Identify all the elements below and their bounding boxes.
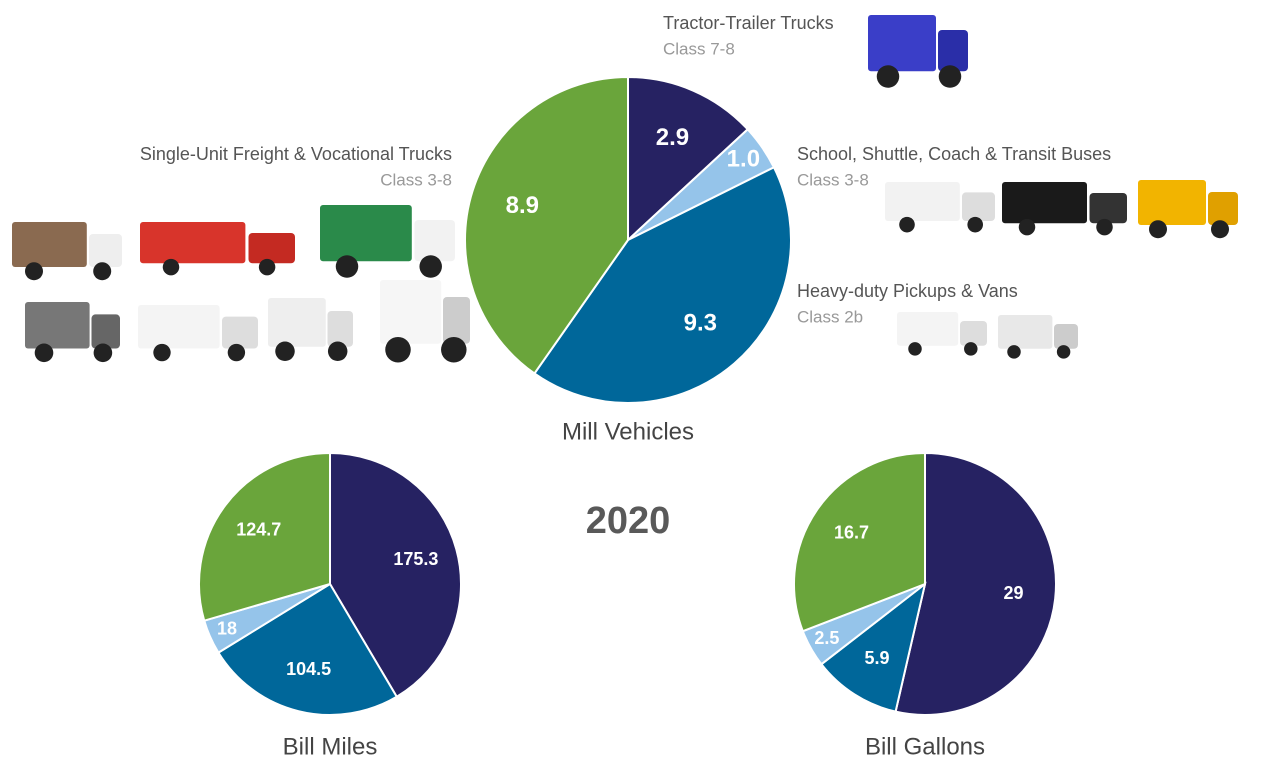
vehicle-wheel	[258, 258, 276, 276]
vehicle-wheel	[385, 336, 411, 363]
pie-title: Bill Gallons	[865, 733, 985, 760]
value-label: 104.5	[286, 659, 331, 679]
vehicle-cab	[443, 297, 470, 344]
vehicle-wheel	[908, 342, 922, 356]
vehicle-body	[140, 222, 246, 264]
category-label: Heavy-duty Pickups & Vans	[797, 281, 1018, 301]
value-label: 2.5	[814, 628, 839, 648]
vehicle-wheel	[93, 343, 113, 363]
value-label: 2.9	[656, 124, 689, 151]
vehicle-body	[25, 302, 90, 349]
vehicle-wheel	[227, 343, 246, 362]
vehicle-cab	[962, 192, 995, 221]
vehicle-body	[885, 182, 960, 221]
pie-slice	[217, 582, 399, 716]
pie-slice	[329, 451, 462, 699]
vehicle-body	[12, 222, 87, 267]
vehicle-wheel	[1211, 220, 1229, 239]
pie-slice	[627, 75, 750, 243]
vehicle-wheel	[1056, 345, 1071, 359]
vehicle-cab	[222, 316, 258, 349]
value-label: 9.3	[684, 309, 717, 336]
vehicle-cab	[1208, 192, 1238, 225]
vehicle-wheel	[153, 343, 171, 362]
vehicle-wheel	[899, 216, 915, 233]
value-label: 18	[217, 618, 237, 638]
vehicle-cab	[91, 314, 120, 349]
vehicle-wheel	[1018, 218, 1036, 236]
class-label: Class 7-8	[663, 39, 735, 58]
category-label: School, Shuttle, Coach & Transit Buses	[797, 144, 1111, 164]
pie-slice	[533, 166, 792, 404]
vehicle-wheel	[964, 342, 978, 356]
value-label: 175.3	[393, 549, 438, 569]
vehicle-cab	[938, 30, 968, 72]
year: 2020	[586, 500, 671, 542]
vehicle-cab	[327, 311, 353, 347]
vehicle-body	[268, 298, 326, 347]
value-label: 5.9	[864, 648, 889, 668]
vehicle-body	[1002, 182, 1087, 224]
vehicle-cab	[89, 234, 122, 267]
value-label: 8.9	[506, 192, 539, 219]
vehicle-body	[380, 280, 442, 344]
vehicle-body	[320, 205, 412, 262]
category-label: Tractor-Trailer Trucks	[663, 13, 834, 33]
vehicle-wheel	[335, 255, 359, 278]
vehicle-body	[868, 15, 936, 72]
vehicle-wheel	[34, 343, 54, 363]
vehicle-cab	[1054, 324, 1078, 349]
class-label: Class 3-8	[797, 170, 869, 189]
vehicle-wheel	[275, 341, 295, 362]
pie-slice	[894, 451, 1057, 716]
vehicle-cab	[1089, 193, 1127, 224]
vehicle-wheel	[1007, 345, 1021, 359]
class-label: Class 3-8	[380, 170, 452, 189]
pie-slice	[793, 451, 926, 633]
value-label: 16.7	[834, 522, 869, 542]
vehicle-body	[897, 312, 959, 346]
pie-title: Bill Miles	[283, 733, 378, 760]
vehicle-wheel	[938, 65, 962, 88]
pie-slice	[198, 451, 331, 622]
value-label: 124.7	[236, 519, 281, 539]
vehicle-icons	[12, 15, 1238, 363]
vehicle-cab	[960, 321, 987, 346]
pie-slice	[464, 75, 629, 375]
vehicle-wheel	[1096, 218, 1113, 236]
vehicle-wheel	[1149, 220, 1167, 239]
vehicle-body	[998, 315, 1053, 349]
value-label: 29	[1003, 583, 1023, 603]
class-label: Class 2b	[797, 307, 863, 326]
vehicle-wheel	[876, 65, 900, 88]
vehicle-wheel	[419, 255, 442, 278]
value-label: 1.0	[727, 146, 760, 173]
vehicle-body	[1138, 180, 1206, 225]
vehicle-wheel	[25, 262, 43, 281]
vehicle-body	[138, 305, 220, 349]
vehicle-cab	[248, 233, 295, 264]
category-label: Single-Unit Freight & Vocational Trucks	[140, 144, 452, 164]
vehicle-wheel	[327, 341, 348, 362]
vehicle-wheel	[93, 262, 112, 281]
pie-slice	[820, 581, 927, 713]
pie-title: Mill Vehicles	[562, 418, 694, 445]
vehicle-wheel	[967, 216, 983, 233]
vehicle-wheel	[441, 336, 467, 363]
vehicle-cab	[414, 220, 455, 262]
vehicle-wheel	[162, 258, 180, 276]
